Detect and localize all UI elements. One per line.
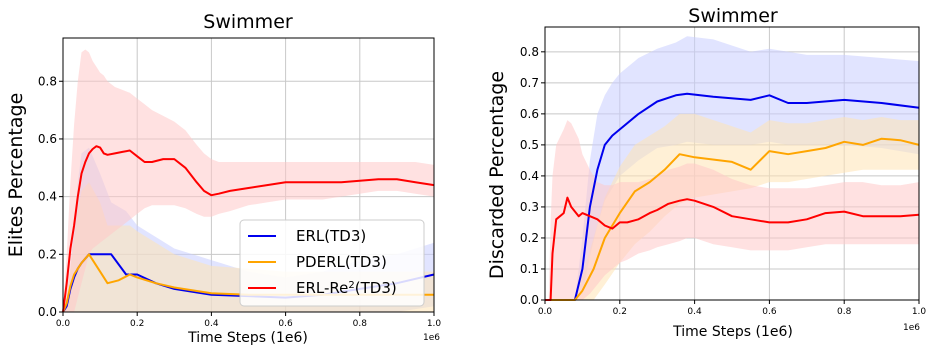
y-tick-label: 0.7	[520, 76, 539, 90]
band-erlre2	[63, 49, 434, 312]
legend-label-erl: ERL(TD3)	[296, 227, 366, 245]
chart-title: Swimmer	[688, 5, 778, 27]
y-tick-label: 0.5	[520, 138, 539, 152]
y-axis-label: Discarded Percentage	[486, 71, 508, 279]
x-scale-label: 1e6	[423, 333, 440, 343]
legend-label-pderl: PDERL(TD3)	[296, 253, 387, 271]
x-tick-label: 0.4	[687, 307, 702, 317]
band-erlre2	[545, 120, 919, 300]
y-tick-label: 0.0	[520, 293, 539, 307]
y-tick-label: 0.8	[520, 45, 539, 59]
x-tick-label: 0.8	[837, 307, 852, 317]
x-tick-label: 0.0	[538, 307, 553, 317]
x-axis-label: Time Steps (1e6)	[672, 324, 793, 340]
y-tick-label: 0.2	[38, 247, 57, 261]
chart-title: Swimmer	[203, 11, 293, 33]
y-tick-label: 0.0	[38, 305, 57, 319]
y-tick-label: 0.3	[520, 200, 539, 214]
legend-label-erlre2: ERL-Re2(TD3)	[296, 279, 397, 297]
plot-area: 0.0 0.2 0.4 0.6 0.8 1.0 0.0 0.1 0.2 0.3 0.4 0.5 0.6 0…	[520, 26, 927, 317]
axes-frame	[544, 26, 920, 301]
series-line-erlre2	[62, 145, 435, 313]
x-tick-label: 0.6	[278, 319, 293, 329]
series-line-pderl	[545, 137, 920, 301]
x-tick-label: 0.0	[56, 319, 71, 329]
x-tick-label: 0.2	[130, 319, 144, 329]
y-tick-label: 0.4	[38, 190, 57, 204]
y-tick-label: 0.8	[38, 74, 57, 88]
x-tick-label: 1.0	[427, 319, 442, 329]
x-tick-label: 0.4	[204, 319, 219, 329]
x-tick-label: 0.8	[353, 319, 368, 329]
legend-box	[239, 219, 425, 307]
x-scale-label: 1e6	[903, 323, 920, 333]
x-tick-label: 0.6	[762, 307, 777, 317]
chart-discarded: 0.0 0.2 0.4 0.6 0.8 1.0 0.0 0.1 0.2 0.3 0.4 0.5 0.6 0…	[486, 5, 926, 340]
legend: ERL(TD3) PDERL(TD3) ERL-Re2(TD3)	[239, 219, 425, 307]
x-tick-label: 1.0	[912, 307, 927, 317]
axes-frame	[62, 37, 435, 313]
y-axis-label: Elites Percentage	[5, 93, 27, 258]
series-line-erl	[545, 92, 920, 301]
y-tick-label: 0.1	[520, 262, 539, 276]
y-tick-label: 0.2	[520, 231, 539, 245]
y-tick-label: 0.6	[38, 132, 57, 146]
y-tick-label: 0.4	[520, 169, 539, 183]
x-axis-label: Time Steps (1e6)	[187, 330, 308, 346]
y-tick-label: 0.6	[520, 107, 539, 121]
series-line-erlre2	[545, 196, 920, 301]
x-tick-label: 0.2	[613, 307, 627, 317]
band-pderl	[545, 113, 919, 301]
